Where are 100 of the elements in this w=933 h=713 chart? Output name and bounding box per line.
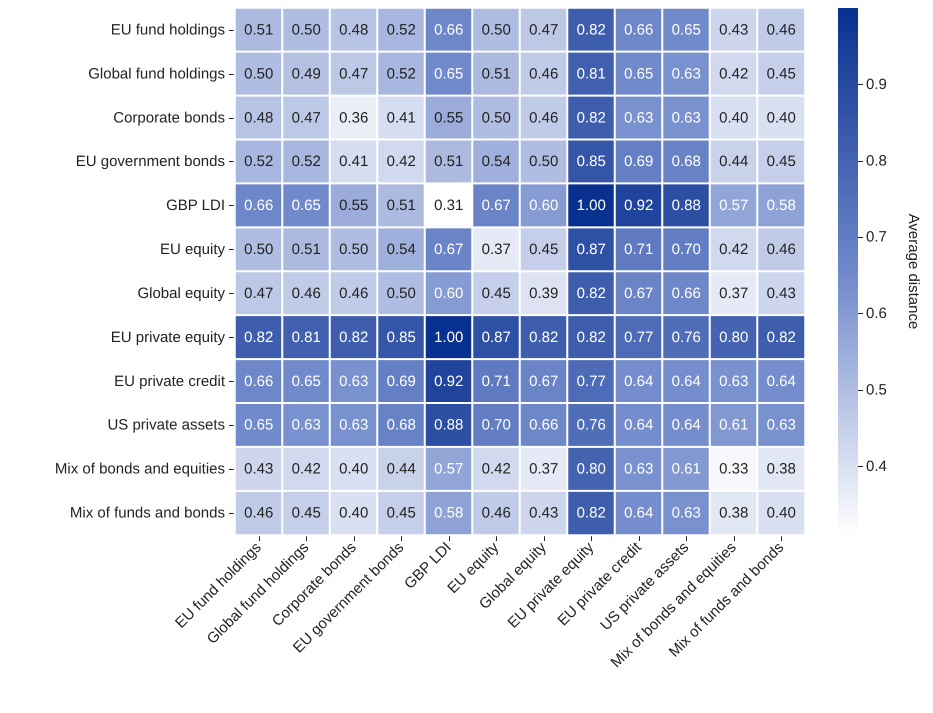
data-label: 0.85: [576, 153, 606, 170]
data-label: 0.65: [292, 372, 321, 390]
data-label: 0.55: [434, 109, 464, 126]
data-label: 0.82: [339, 328, 368, 346]
data-label: 0.68: [672, 153, 701, 170]
data-label: 1.00: [434, 328, 464, 346]
data-label: 0.63: [292, 416, 321, 434]
data-label: 1.00: [576, 197, 606, 214]
data-label: 0.33: [719, 460, 748, 478]
data-label: 0.67: [482, 197, 511, 214]
data-label: 0.66: [672, 284, 701, 302]
data-label: 0.82: [576, 328, 606, 346]
y-tick-label: Mix of funds and bonds: [70, 504, 225, 522]
y-tick-label: EU private credit: [114, 372, 226, 390]
data-label: 0.70: [672, 241, 701, 258]
data-label: 0.50: [339, 241, 368, 258]
data-label: 0.50: [244, 65, 274, 82]
data-label: 0.41: [339, 153, 368, 170]
data-label: 0.65: [624, 65, 654, 82]
data-label: 0.45: [482, 284, 511, 302]
data-label: 0.39: [529, 284, 558, 302]
data-label: 0.41: [386, 109, 416, 126]
data-label: 0.42: [386, 153, 416, 170]
data-label: 0.45: [292, 504, 321, 522]
data-label: 0.67: [529, 372, 558, 390]
data-label: 0.46: [529, 65, 558, 82]
data-label: 0.50: [386, 284, 416, 302]
data-label: 0.52: [244, 153, 274, 170]
data-label: 0.46: [339, 284, 368, 302]
data-label: 0.46: [529, 109, 558, 126]
data-label: 0.60: [434, 284, 464, 302]
data-label: 0.51: [292, 241, 321, 258]
data-label: 0.37: [719, 284, 748, 302]
y-tick-label: Global fund holdings: [88, 65, 225, 82]
data-label: 0.51: [434, 153, 464, 170]
data-label: 0.38: [719, 504, 748, 522]
data-label: 0.88: [434, 416, 464, 434]
data-label: 0.67: [434, 241, 464, 258]
data-label: 0.58: [434, 504, 464, 522]
y-tick-label: US private assets: [107, 416, 225, 434]
data-label: 0.63: [719, 372, 748, 390]
data-label: 0.92: [434, 372, 464, 390]
data-label: 0.50: [292, 21, 321, 38]
data-label: 0.40: [719, 109, 748, 126]
data-label: 0.67: [624, 284, 654, 302]
data-label: 0.76: [576, 416, 606, 434]
data-label: 0.44: [386, 460, 416, 478]
data-label: 0.57: [434, 460, 464, 478]
data-label: 0.50: [482, 21, 511, 38]
data-label: 0.63: [339, 416, 368, 434]
y-tick-label: EU fund holdings: [110, 21, 225, 38]
color-bar-label: 0.9: [866, 76, 887, 93]
data-label: 0.69: [624, 153, 654, 170]
data-label: 0.71: [482, 372, 511, 390]
data-label: 0.36: [339, 109, 368, 126]
data-label: 0.82: [576, 504, 606, 522]
data-label: 0.51: [482, 65, 511, 82]
data-label: 0.88: [672, 197, 701, 214]
data-label: 0.64: [624, 504, 654, 522]
data-label: 0.52: [386, 21, 416, 38]
color-bar-label: 0.8: [866, 152, 887, 170]
data-label: 0.43: [719, 21, 748, 38]
y-tick-label: Global equity: [137, 284, 226, 302]
data-label: 0.82: [766, 328, 796, 346]
data-label: 0.63: [766, 416, 796, 434]
data-label: 0.46: [292, 284, 321, 302]
data-label: 0.58: [766, 197, 796, 214]
data-label: 0.64: [672, 372, 701, 390]
data-label: 0.80: [576, 460, 606, 478]
data-label: 0.64: [672, 416, 701, 434]
color-bar-label: 0.7: [866, 228, 887, 246]
data-label: 0.42: [719, 241, 748, 258]
data-label: 0.66: [244, 197, 274, 214]
data-label: 0.47: [292, 109, 321, 126]
data-label: 0.77: [624, 328, 654, 346]
data-label: 0.82: [576, 21, 606, 38]
data-label: 0.51: [386, 197, 416, 214]
data-label: 0.63: [624, 460, 654, 478]
data-label: 0.66: [529, 416, 558, 434]
data-label: 0.69: [386, 372, 416, 390]
color-bar-label: 0.5: [866, 381, 887, 398]
data-label: 0.51: [244, 21, 274, 38]
data-label: 0.77: [576, 372, 606, 390]
y-tick-label: EU equity: [160, 241, 226, 258]
data-label: 0.82: [576, 109, 606, 126]
data-label: 0.45: [529, 241, 558, 258]
data-label: 0.43: [529, 504, 558, 522]
data-label: 0.68: [386, 416, 416, 434]
data-label: 0.87: [482, 328, 511, 346]
data-label: 0.66: [244, 372, 274, 390]
data-label: 0.45: [766, 153, 796, 170]
data-label: 0.64: [624, 416, 654, 434]
data-label: 0.40: [339, 460, 368, 478]
data-label: 0.40: [766, 109, 796, 126]
data-label: 0.43: [766, 284, 796, 302]
data-label: 0.71: [624, 241, 654, 258]
data-label: 0.46: [482, 504, 511, 522]
data-label: 0.61: [719, 416, 748, 434]
data-label: 0.42: [719, 65, 748, 82]
data-label: 0.54: [386, 241, 416, 258]
